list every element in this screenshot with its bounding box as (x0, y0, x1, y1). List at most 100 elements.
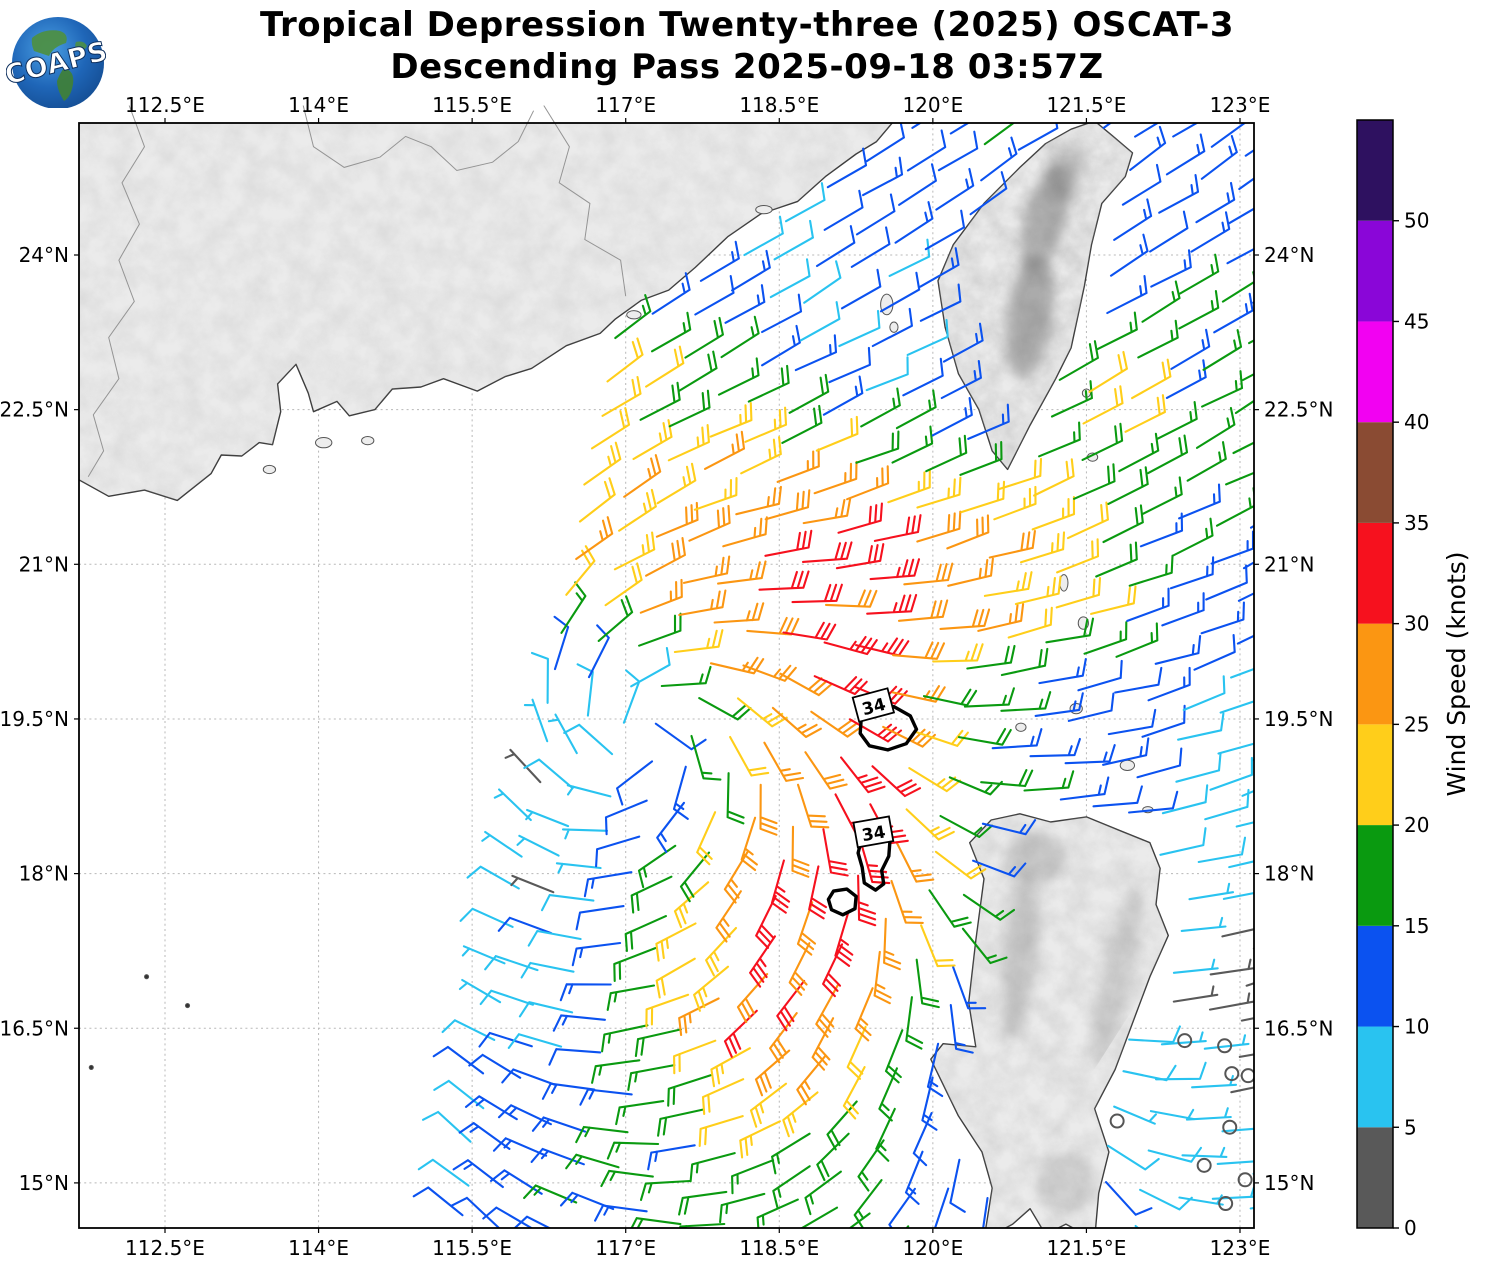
wind-barb (1114, 666, 1163, 694)
wind-barb (709, 656, 765, 675)
contour-label-34: 34 (851, 687, 896, 723)
wind-barb (824, 589, 878, 608)
wind-barb (822, 375, 864, 416)
wind-barb (655, 957, 696, 999)
wind-barb (555, 862, 602, 874)
wind-barb (1219, 700, 1254, 714)
lat-label-right: 15°N (1264, 1171, 1314, 1195)
wind-barb (1096, 311, 1138, 351)
wind-barb (559, 983, 612, 1002)
wind-barb (651, 272, 691, 315)
wind-barb (523, 758, 574, 790)
wind-barb (1141, 280, 1181, 323)
colorbar-tick-label: 40 (1404, 410, 1429, 434)
wind-barb (773, 219, 814, 261)
wind-barb (916, 476, 962, 509)
wind-barb (1204, 788, 1250, 821)
wind-barb (723, 1009, 758, 1058)
wind-barb (1267, 1074, 1309, 1096)
lon-label-top: 120°E (902, 93, 963, 117)
wind-barb (1154, 635, 1202, 665)
wind-barb (1109, 233, 1149, 277)
wind-barb (890, 879, 924, 924)
colorbar-axis-label: Wind Speed (knots) (1442, 551, 1471, 796)
wind-barb (1000, 647, 1049, 677)
wind-barb (650, 311, 692, 353)
wind-barb (882, 725, 936, 748)
wind-barb (1161, 784, 1209, 815)
wind-barb (513, 1215, 552, 1228)
wind-barb (887, 469, 931, 504)
wind-barb (848, 1212, 871, 1228)
wind-barb (531, 1116, 587, 1133)
wind-barb (952, 965, 987, 1010)
wind-barb (1188, 882, 1235, 901)
calm-wind-symbol (1222, 1119, 1238, 1135)
wind-barb (834, 912, 854, 967)
wind-barb (479, 989, 535, 1006)
wind-barb (772, 1165, 811, 1209)
lat-label-left: 21°N (19, 552, 69, 576)
wind-barb (1191, 1074, 1238, 1089)
colorbar-tick-label: 20 (1404, 813, 1429, 837)
wind-barb (794, 334, 838, 372)
lat-label-right: 21°N (1264, 552, 1314, 576)
wind-barb (412, 1186, 464, 1217)
wind-barb (912, 1112, 933, 1167)
wind-barb (815, 984, 839, 1038)
wind-barb (1121, 163, 1162, 206)
wind-barb (668, 389, 711, 428)
wind-barb (566, 784, 612, 798)
coaps-logo: COAPS (1, 8, 111, 109)
lon-label-bottom: 112.5°E (125, 1236, 205, 1260)
wind-barb (928, 889, 972, 928)
islet (144, 974, 150, 980)
wind-barb (908, 767, 962, 793)
small-islands (88, 205, 1154, 1070)
lon-label-bottom: 123°E (1210, 1236, 1271, 1260)
wind-barb (616, 760, 654, 806)
wind-barb (1215, 487, 1254, 527)
islet (1119, 759, 1136, 771)
wind-barb (1136, 747, 1183, 779)
wind-barb (497, 1104, 552, 1126)
wind-barb (1150, 249, 1192, 288)
lat-label-right: 22.5°N (1264, 398, 1334, 422)
wind-barb (815, 225, 856, 268)
wind-barb (749, 935, 776, 988)
lon-label-bottom: 118.5°E (739, 1236, 819, 1260)
wind-barb (948, 776, 1003, 796)
wind-barb (1230, 1086, 1254, 1094)
wind-barb (678, 589, 727, 617)
wind-barb (604, 799, 648, 836)
wind-barb (1236, 634, 1254, 645)
wind-barb (873, 514, 922, 542)
wind-barb (891, 685, 946, 703)
wind-barb (684, 316, 724, 359)
wind-barb (980, 136, 1018, 182)
wind-barb (966, 644, 1016, 670)
wind-barb (1128, 554, 1174, 587)
wind-barb (731, 1159, 775, 1195)
wind-barb (667, 424, 710, 462)
wind-barb (761, 324, 801, 367)
wind-barb (803, 260, 842, 304)
colorbar-segment (1357, 120, 1393, 221)
wind-barb (895, 841, 935, 883)
wind-barb (1147, 666, 1191, 702)
wind-barb (1264, 422, 1304, 457)
wind-barb (655, 922, 697, 962)
wind-barb (905, 996, 924, 1050)
colorbar-tick-label: 45 (1404, 309, 1429, 333)
wind-barb (1073, 463, 1116, 500)
wind-barb (763, 741, 805, 782)
wind-barb (689, 1152, 736, 1183)
wind-barb (703, 430, 746, 470)
wind-barb (855, 637, 910, 657)
calm-wind-symbol (1196, 1157, 1212, 1173)
wind-barb (1222, 891, 1254, 900)
wind-barb (1077, 659, 1123, 692)
wind-barb (840, 268, 882, 310)
wind-barb (878, 1067, 898, 1122)
wind-barb (754, 1049, 791, 1097)
